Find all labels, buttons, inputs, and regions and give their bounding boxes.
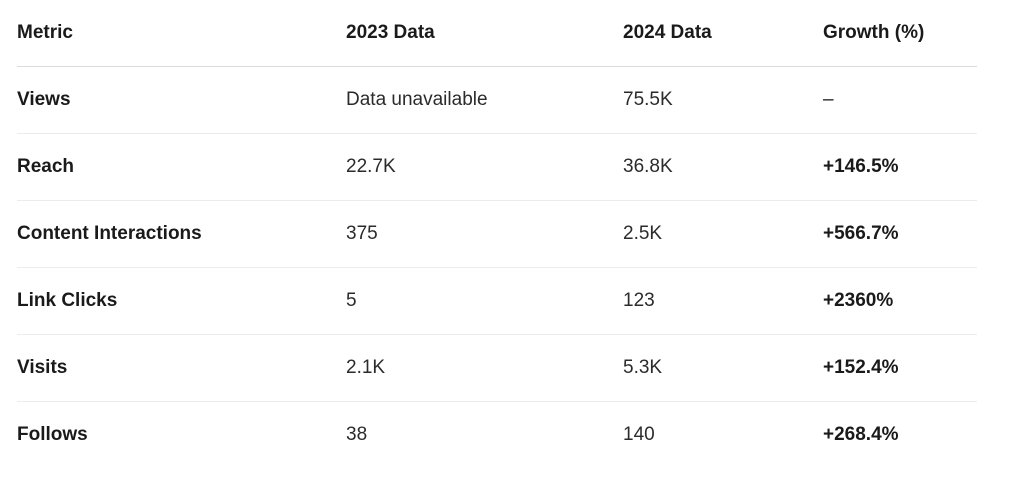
value-2023-cell: 38 <box>346 424 368 445</box>
growth-cell: – <box>823 66 977 134</box>
table-row: Reach 22.7K 36.8K +146.5% <box>17 133 977 201</box>
table-row: Content Interactions 375 2.5K +566.7% <box>17 200 977 268</box>
metrics-table: Metric 2023 Data 2024 Data Growth (%) Vi… <box>17 0 977 468</box>
value-2024-cell: 2.5K <box>623 200 823 268</box>
table-body: Views Data unavailable 75.5K – Reach 22.… <box>17 66 977 469</box>
value-2023-cell: 375 <box>346 200 623 268</box>
metric-cell: Follows <box>17 424 88 445</box>
value-2023-cell: 22.7K <box>346 133 623 201</box>
value-2024-cell: 5.3K <box>623 334 823 402</box>
metrics-table-container: Metric 2023 Data 2024 Data Growth (%) Vi… <box>17 0 977 468</box>
growth-cell: +268.4% <box>823 424 899 445</box>
growth-cell: +566.7% <box>823 200 977 268</box>
metric-cell: Visits <box>17 334 346 402</box>
metric-cell: Views <box>17 66 346 134</box>
growth-cell: +146.5% <box>823 133 977 201</box>
growth-cell: +2360% <box>823 267 977 335</box>
metric-cell: Content Interactions <box>17 200 346 268</box>
header-2023-data: 2023 Data <box>346 0 623 67</box>
value-2023-cell: 5 <box>346 267 623 335</box>
table-row: Link Clicks 5 123 +2360% <box>17 267 977 335</box>
value-2023-cell: 2.1K <box>346 334 623 402</box>
metric-cell: Link Clicks <box>17 267 346 335</box>
value-2024-cell: 123 <box>623 267 823 335</box>
header-2024-data: 2024 Data <box>623 0 823 67</box>
table-row: Views Data unavailable 75.5K – <box>17 66 977 134</box>
table-row: Follows 38 140 +268.4% <box>17 402 977 469</box>
header-growth: Growth (%) <box>823 0 977 67</box>
header-metric: Metric <box>17 0 346 67</box>
value-2024-cell: 140 <box>623 424 655 445</box>
value-2024-cell: 36.8K <box>623 133 823 201</box>
table-header: Metric 2023 Data 2024 Data Growth (%) <box>17 0 977 67</box>
value-2023-cell: Data unavailable <box>346 66 623 134</box>
growth-cell: +152.4% <box>823 334 977 402</box>
value-2024-cell: 75.5K <box>623 66 823 134</box>
table-row: Visits 2.1K 5.3K +152.4% <box>17 334 977 402</box>
metric-cell: Reach <box>17 133 346 201</box>
header-row: Metric 2023 Data 2024 Data Growth (%) <box>17 0 977 67</box>
